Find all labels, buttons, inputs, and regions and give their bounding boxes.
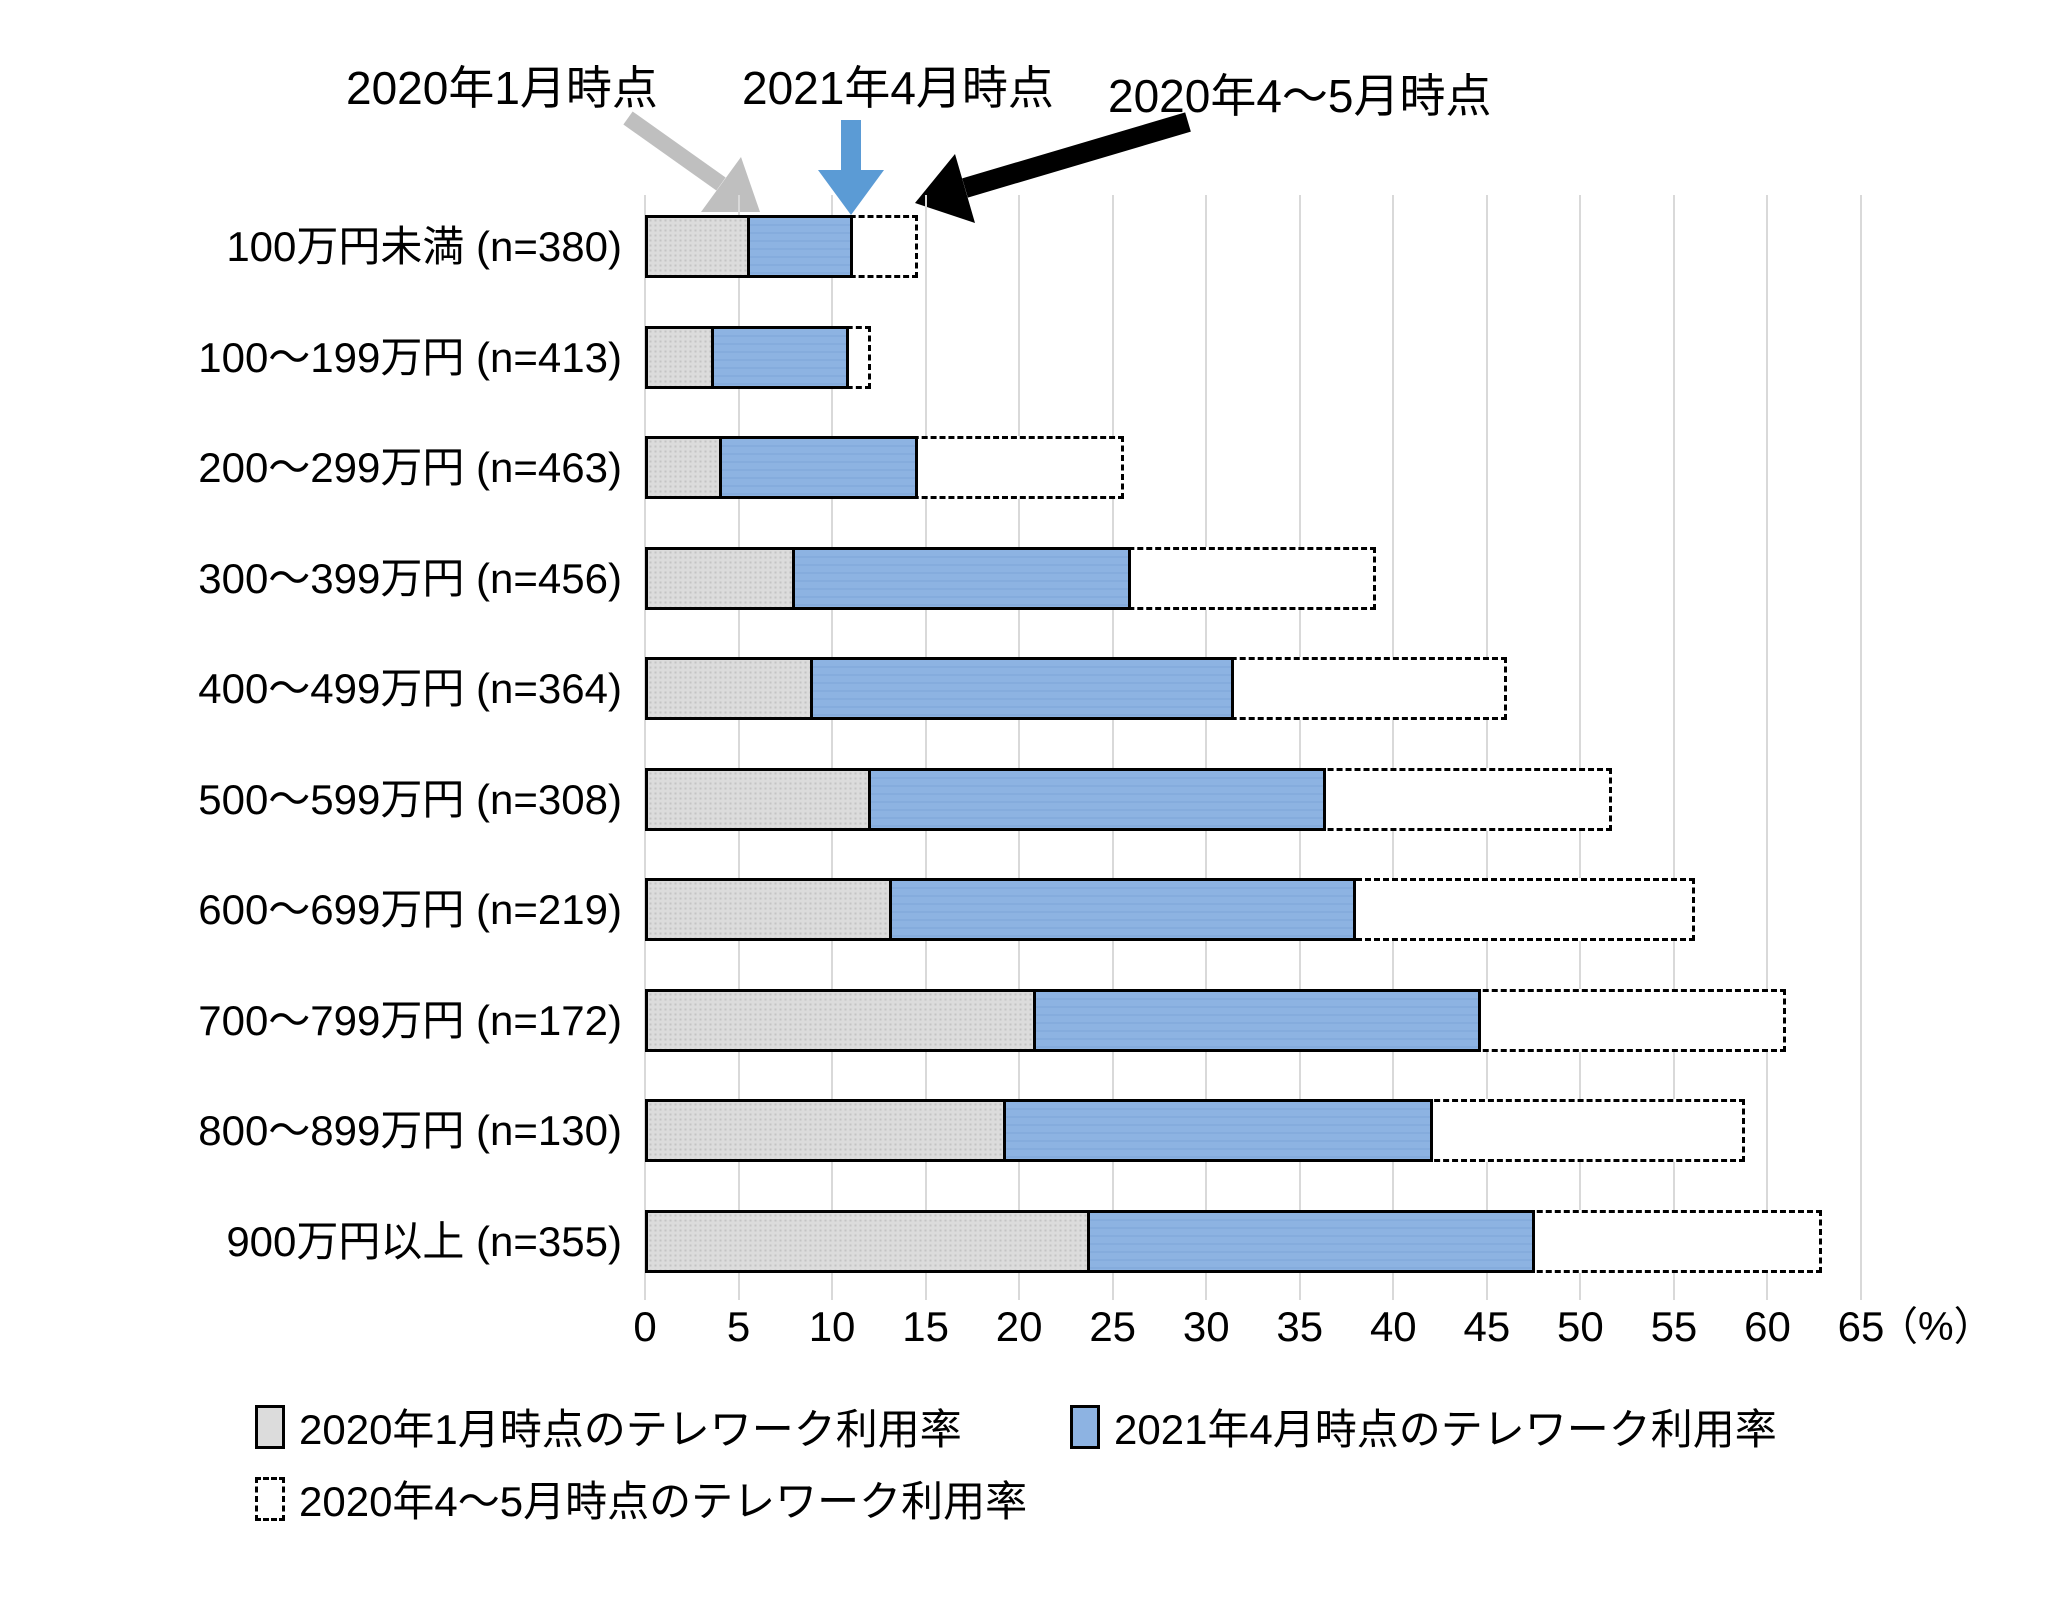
plot-area [644,195,1862,1300]
x-tick-15: 15 [902,1303,949,1350]
x-tick-5: 5 [726,1303,751,1350]
legend-swatch-dashed [255,1476,285,1521]
x-tick-65: 65 [1837,1303,1885,1350]
gridline-55 [1672,195,1675,1300]
bar-row-0 [645,215,1861,278]
gridline-30 [1205,195,1208,1300]
bar-2020-jan [645,657,814,720]
bar-2020-jan [645,436,722,499]
gridline-50 [1579,195,1582,1300]
bar-row-1 [645,325,1861,389]
category-label-8: 800～899万円 (n=130) [198,1107,622,1154]
bar-row-6 [645,878,1861,941]
bar-2020-jan [645,1209,1091,1273]
bar-2020-jan [645,1099,1007,1162]
annotation-apr-2021: 2021年4月時点 [742,62,1054,114]
bar-row-4 [645,657,1861,720]
bar-row-7 [645,988,1861,1052]
legend-item-apr-may-2020: 2020年4～5月時点のテレワーク利用率 [255,1468,1027,1529]
gridline-0 [644,195,646,1300]
category-label-0: 100万円未満 (n=380) [226,223,622,270]
x-tick-10: 10 [808,1303,856,1350]
annotation-apr-may-2020: 2020年4～5月時点 [1108,70,1492,122]
x-tick-50: 50 [1557,1303,1604,1350]
x-tick-30: 30 [1182,1303,1230,1350]
bar-row-3 [645,546,1861,610]
x-tick-0: 0 [633,1303,657,1350]
legend-label: 2020年4～5月時点のテレワーク利用率 [299,1478,1028,1525]
bar-2020-jan [645,878,892,941]
bar-2020-jan [645,988,1036,1052]
legend-label: 2020年1月時点のテレワーク利用率 [299,1406,962,1453]
category-label-2: 200～299万円 (n=463) [198,444,622,491]
x-tick-60: 60 [1744,1303,1791,1350]
gridline-35 [1298,195,1301,1300]
bar-2020-jan [645,215,750,278]
category-label-5: 500～599万円 (n=308) [198,775,622,823]
gridline-60 [1766,195,1769,1300]
x-axis-unit-label: （%） [1878,1305,1994,1349]
gridline-5 [737,195,740,1300]
category-label-3: 300～399万円 (n=456) [198,554,622,602]
gridline-65 [1860,195,1862,1300]
bar-2020-jan [645,546,795,610]
legend-swatch-gray [255,1404,285,1449]
gridline-40 [1392,195,1395,1300]
category-label-7: 700～799万円 (n=172) [198,996,622,1044]
x-tick-25: 25 [1089,1303,1137,1350]
x-tick-55: 55 [1650,1303,1698,1350]
category-label-1: 100～199万円 (n=413) [198,333,622,381]
gridline-25 [1111,195,1114,1300]
gridline-45 [1485,195,1488,1300]
annotation-jan-2020: 2020年1月時点 [346,62,658,114]
legend-label: 2021年4月時点のテレワーク利用率 [1114,1406,1777,1453]
legend-swatch-blue [1070,1404,1100,1449]
category-label-6: 600～699万円 (n=219) [198,886,622,933]
x-tick-40: 40 [1369,1303,1417,1350]
gridline-10 [831,195,834,1300]
bar-row-8 [645,1099,1861,1162]
x-tick-20: 20 [995,1303,1043,1350]
gridline-20 [1018,195,1021,1300]
x-tick-45: 45 [1463,1303,1511,1350]
category-label-4: 400～499万円 (n=364) [198,665,622,712]
category-label-9: 900万円以上 (n=355) [226,1217,622,1265]
bar-2020-jan [645,767,872,831]
legend-item-jan-2020: 2020年1月時点のテレワーク利用率 [255,1396,962,1457]
bar-row-2 [645,436,1861,499]
bar-row-9 [645,1209,1861,1273]
gridline-15 [924,195,927,1300]
bar-2020-jan [645,325,715,389]
legend-item-apr-2021: 2021年4月時点のテレワーク利用率 [1070,1396,1777,1457]
x-tick-35: 35 [1276,1303,1324,1350]
bar-row-5 [645,767,1861,831]
